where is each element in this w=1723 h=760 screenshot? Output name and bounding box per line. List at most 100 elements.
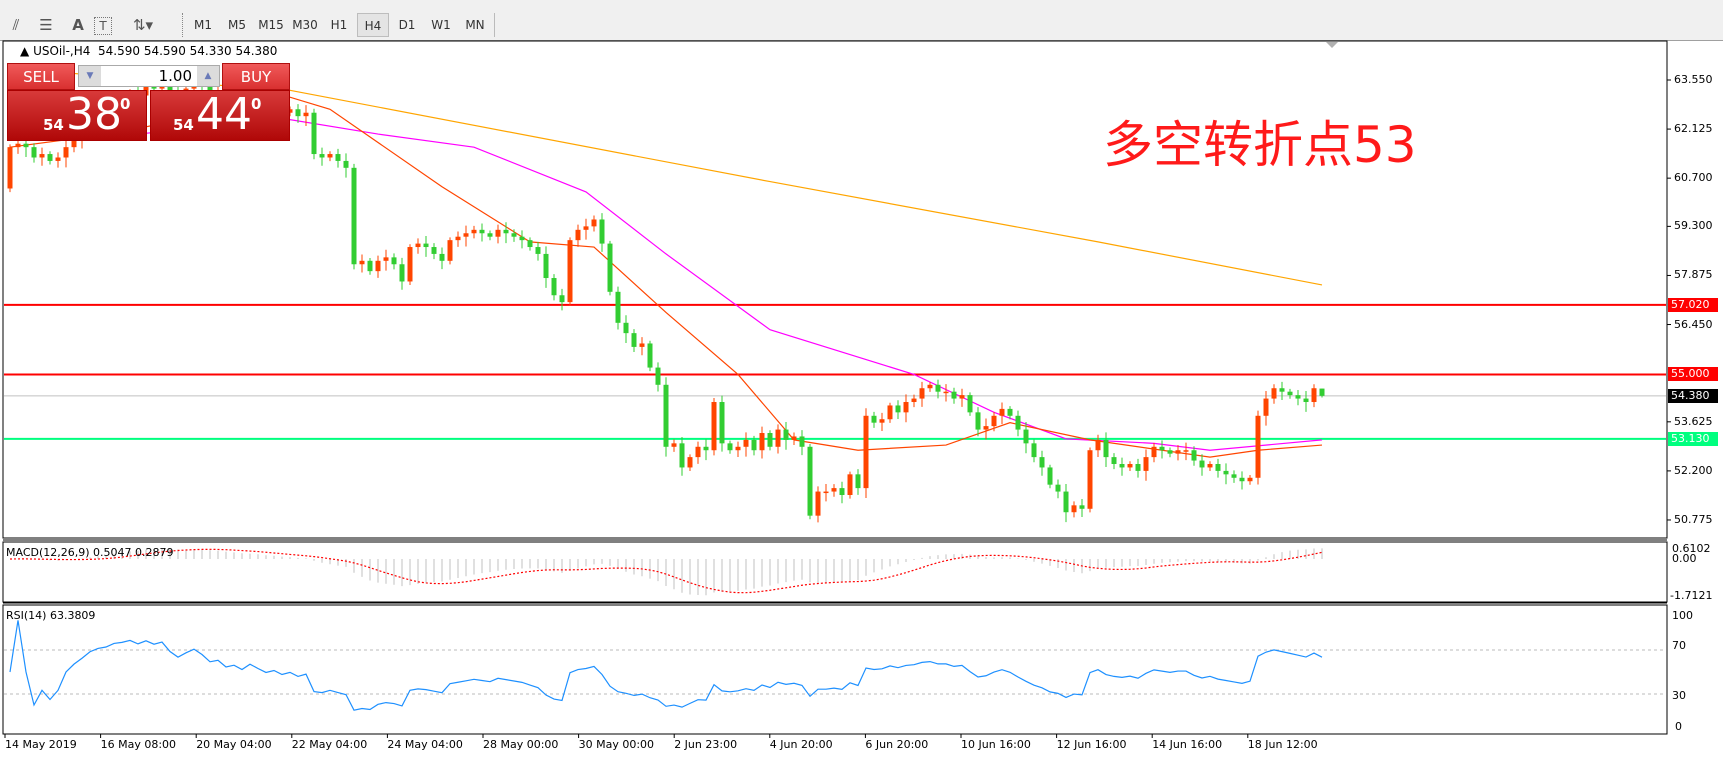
resistance-price-tag: 55.000	[1668, 367, 1718, 382]
candle-body	[751, 439, 757, 451]
candle	[1287, 388, 1293, 399]
candle-body	[1143, 457, 1149, 471]
time-axis-label: 22 May 04:00	[291, 738, 368, 751]
candle	[591, 215, 597, 232]
candle-body	[775, 429, 781, 447]
rsi-label: RSI(14) 63.3809	[6, 609, 96, 622]
candle-body	[823, 491, 829, 494]
candle-body	[1231, 474, 1237, 478]
candle	[447, 237, 453, 265]
candle	[327, 151, 333, 162]
candle	[719, 395, 725, 452]
timeframe-button-mn[interactable]: MN	[465, 18, 485, 32]
candle	[639, 337, 645, 356]
fibonacci-fan-icon[interactable]: ☰	[39, 16, 53, 34]
candle	[1143, 449, 1149, 481]
candle-body	[863, 415, 869, 489]
candle-body	[847, 474, 853, 496]
candle	[1303, 390, 1309, 412]
chart-annotation-text[interactable]: 多空转折点53	[1103, 116, 1417, 174]
candle	[687, 454, 693, 472]
candle-body	[967, 395, 973, 413]
candle-body	[815, 491, 821, 516]
buy-price-box[interactable]: 54 44 0	[150, 89, 290, 141]
candle	[895, 400, 901, 420]
candle	[1311, 384, 1317, 408]
candle	[711, 398, 717, 456]
timeframe-button-h4[interactable]: H4	[357, 13, 389, 37]
candle	[1247, 475, 1253, 485]
chart-header: ▲ USOil-,H4 54.590 54.590 54.330 54.380	[20, 44, 277, 58]
timeframe-button-m15[interactable]: M15	[258, 18, 284, 32]
candle-body	[1175, 450, 1181, 454]
text-label-icon[interactable]: T	[94, 17, 112, 35]
candle-body	[543, 253, 549, 279]
fast-moving-average-line	[9, 96, 1323, 458]
candle	[623, 315, 629, 343]
elliott-wave-icon[interactable]: ⫽	[12, 16, 20, 34]
candle-body	[975, 412, 981, 430]
time-axis-label: 18 Jun 12:00	[1247, 738, 1318, 751]
candle	[847, 471, 853, 499]
candle	[455, 231, 461, 247]
timeframe-button-m5[interactable]: M5	[228, 18, 246, 32]
time-axis-label: 28 May 00:00	[483, 738, 559, 751]
candle	[295, 104, 301, 123]
chart-shift-marker-icon[interactable]	[1326, 42, 1338, 48]
candle	[1103, 432, 1109, 467]
candle	[815, 486, 821, 523]
timeframe-button-m30[interactable]: M30	[292, 18, 318, 32]
candle	[1263, 390, 1269, 426]
arrows-icon[interactable]: ⇅▾	[132, 16, 154, 34]
candle-body	[1039, 457, 1045, 468]
candle	[951, 387, 957, 404]
candle-body	[455, 236, 461, 241]
timeframe-button-w1[interactable]: W1	[431, 18, 451, 32]
candle	[1239, 471, 1245, 490]
text-icon[interactable]: A	[72, 16, 84, 34]
decrease-lot-button[interactable]: ▼	[79, 66, 101, 86]
buy-button[interactable]: BUY	[222, 63, 290, 90]
candle	[967, 392, 973, 416]
candle	[543, 246, 549, 288]
candle	[927, 382, 933, 392]
candle-body	[991, 415, 997, 427]
candle-body	[783, 429, 789, 440]
timeframe-button-d1[interactable]: D1	[398, 18, 416, 32]
candle-body	[71, 140, 77, 148]
candle-body	[735, 446, 741, 451]
candle-body	[903, 402, 909, 413]
candle	[7, 144, 13, 193]
candle	[1175, 445, 1181, 461]
candle-body	[47, 154, 53, 161]
candle	[1127, 461, 1133, 472]
collapse-triangle-icon[interactable]: ▲	[20, 44, 30, 58]
candle-body	[583, 226, 589, 230]
candle	[959, 388, 965, 407]
candle-body	[1159, 446, 1165, 451]
sell-price-box[interactable]: 54 38 0	[7, 89, 147, 141]
candle-body	[1263, 398, 1269, 416]
candle	[1031, 439, 1037, 463]
candle	[1271, 384, 1277, 404]
sell-button[interactable]: SELL	[7, 63, 75, 90]
lot-size-stepper[interactable]: ▼ 1.00 ▲	[78, 65, 220, 87]
candle	[943, 384, 949, 402]
candle	[351, 163, 357, 270]
candle	[551, 274, 557, 301]
candle	[887, 402, 893, 423]
time-axis-label: 20 May 04:00	[196, 738, 272, 751]
rsi-level-label: 70	[1672, 639, 1686, 652]
candle-body	[671, 443, 677, 447]
timeframe-button-h1[interactable]: H1	[330, 18, 348, 32]
candle	[31, 143, 37, 163]
timeframe-button-m1[interactable]: M1	[194, 18, 212, 32]
lot-size-input[interactable]: 1.00	[158, 67, 192, 85]
candle	[671, 439, 677, 452]
candle-body	[383, 257, 389, 261]
increase-lot-button[interactable]: ▲	[197, 66, 219, 86]
rsi-level-label: 30	[1672, 689, 1686, 702]
candle-body	[1015, 415, 1021, 430]
price-axis-label: 53.625	[1674, 414, 1713, 428]
